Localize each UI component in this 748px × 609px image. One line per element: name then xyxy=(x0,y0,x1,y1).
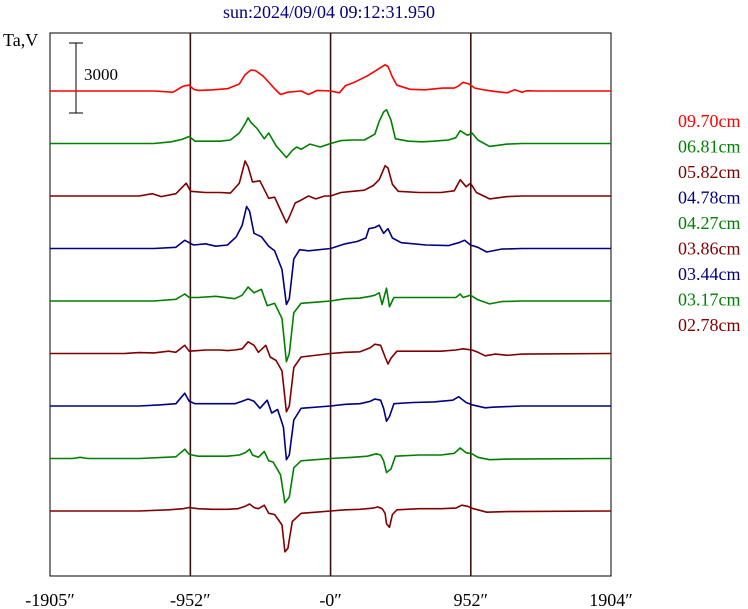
series-line xyxy=(50,392,611,461)
scale-bar-label: 3000 xyxy=(84,65,118,84)
y-axis-label: Ta,V xyxy=(3,30,38,50)
x-tick-label: 952″ xyxy=(454,590,489,609)
legend-entry: 04.78cm xyxy=(678,188,741,208)
chart-title: sun:2024/09/04 09:12:31.950 xyxy=(223,2,435,22)
series-line xyxy=(50,160,611,224)
legend-entry: 03.86cm xyxy=(678,239,741,259)
series-line xyxy=(50,447,612,504)
series-line xyxy=(50,205,611,306)
legend-entry: 05.82cm xyxy=(678,162,741,182)
x-axis-tick-labels: -1905″ -952″ -0″ 952″ 1904″ xyxy=(25,590,633,609)
vertical-gridlines xyxy=(189,33,472,576)
legend-entry: 09.70cm xyxy=(678,111,741,131)
x-tick-label: -1905″ xyxy=(25,590,75,609)
legend-entry: 02.78cm xyxy=(678,315,741,335)
scale-bar: 3000 xyxy=(69,42,118,114)
series-layer xyxy=(50,64,612,553)
series-line xyxy=(50,64,611,96)
series-line xyxy=(50,286,611,363)
x-tick-label: 1904″ xyxy=(589,590,633,609)
legend-entry: 06.81cm xyxy=(678,137,741,157)
legend-entry: 04.27cm xyxy=(678,213,741,233)
legend-entry: 03.17cm xyxy=(678,290,741,310)
legend: 09.70cm 06.81cm 05.82cm 04.78cm 04.27cm 03.86… xyxy=(678,111,741,335)
series-line xyxy=(50,503,612,553)
series-line xyxy=(50,108,611,159)
x-tick-label: -0″ xyxy=(319,590,342,609)
legend-entry: 03.44cm xyxy=(678,264,741,284)
x-tick-label: -952″ xyxy=(170,590,211,609)
series-line xyxy=(50,341,612,413)
